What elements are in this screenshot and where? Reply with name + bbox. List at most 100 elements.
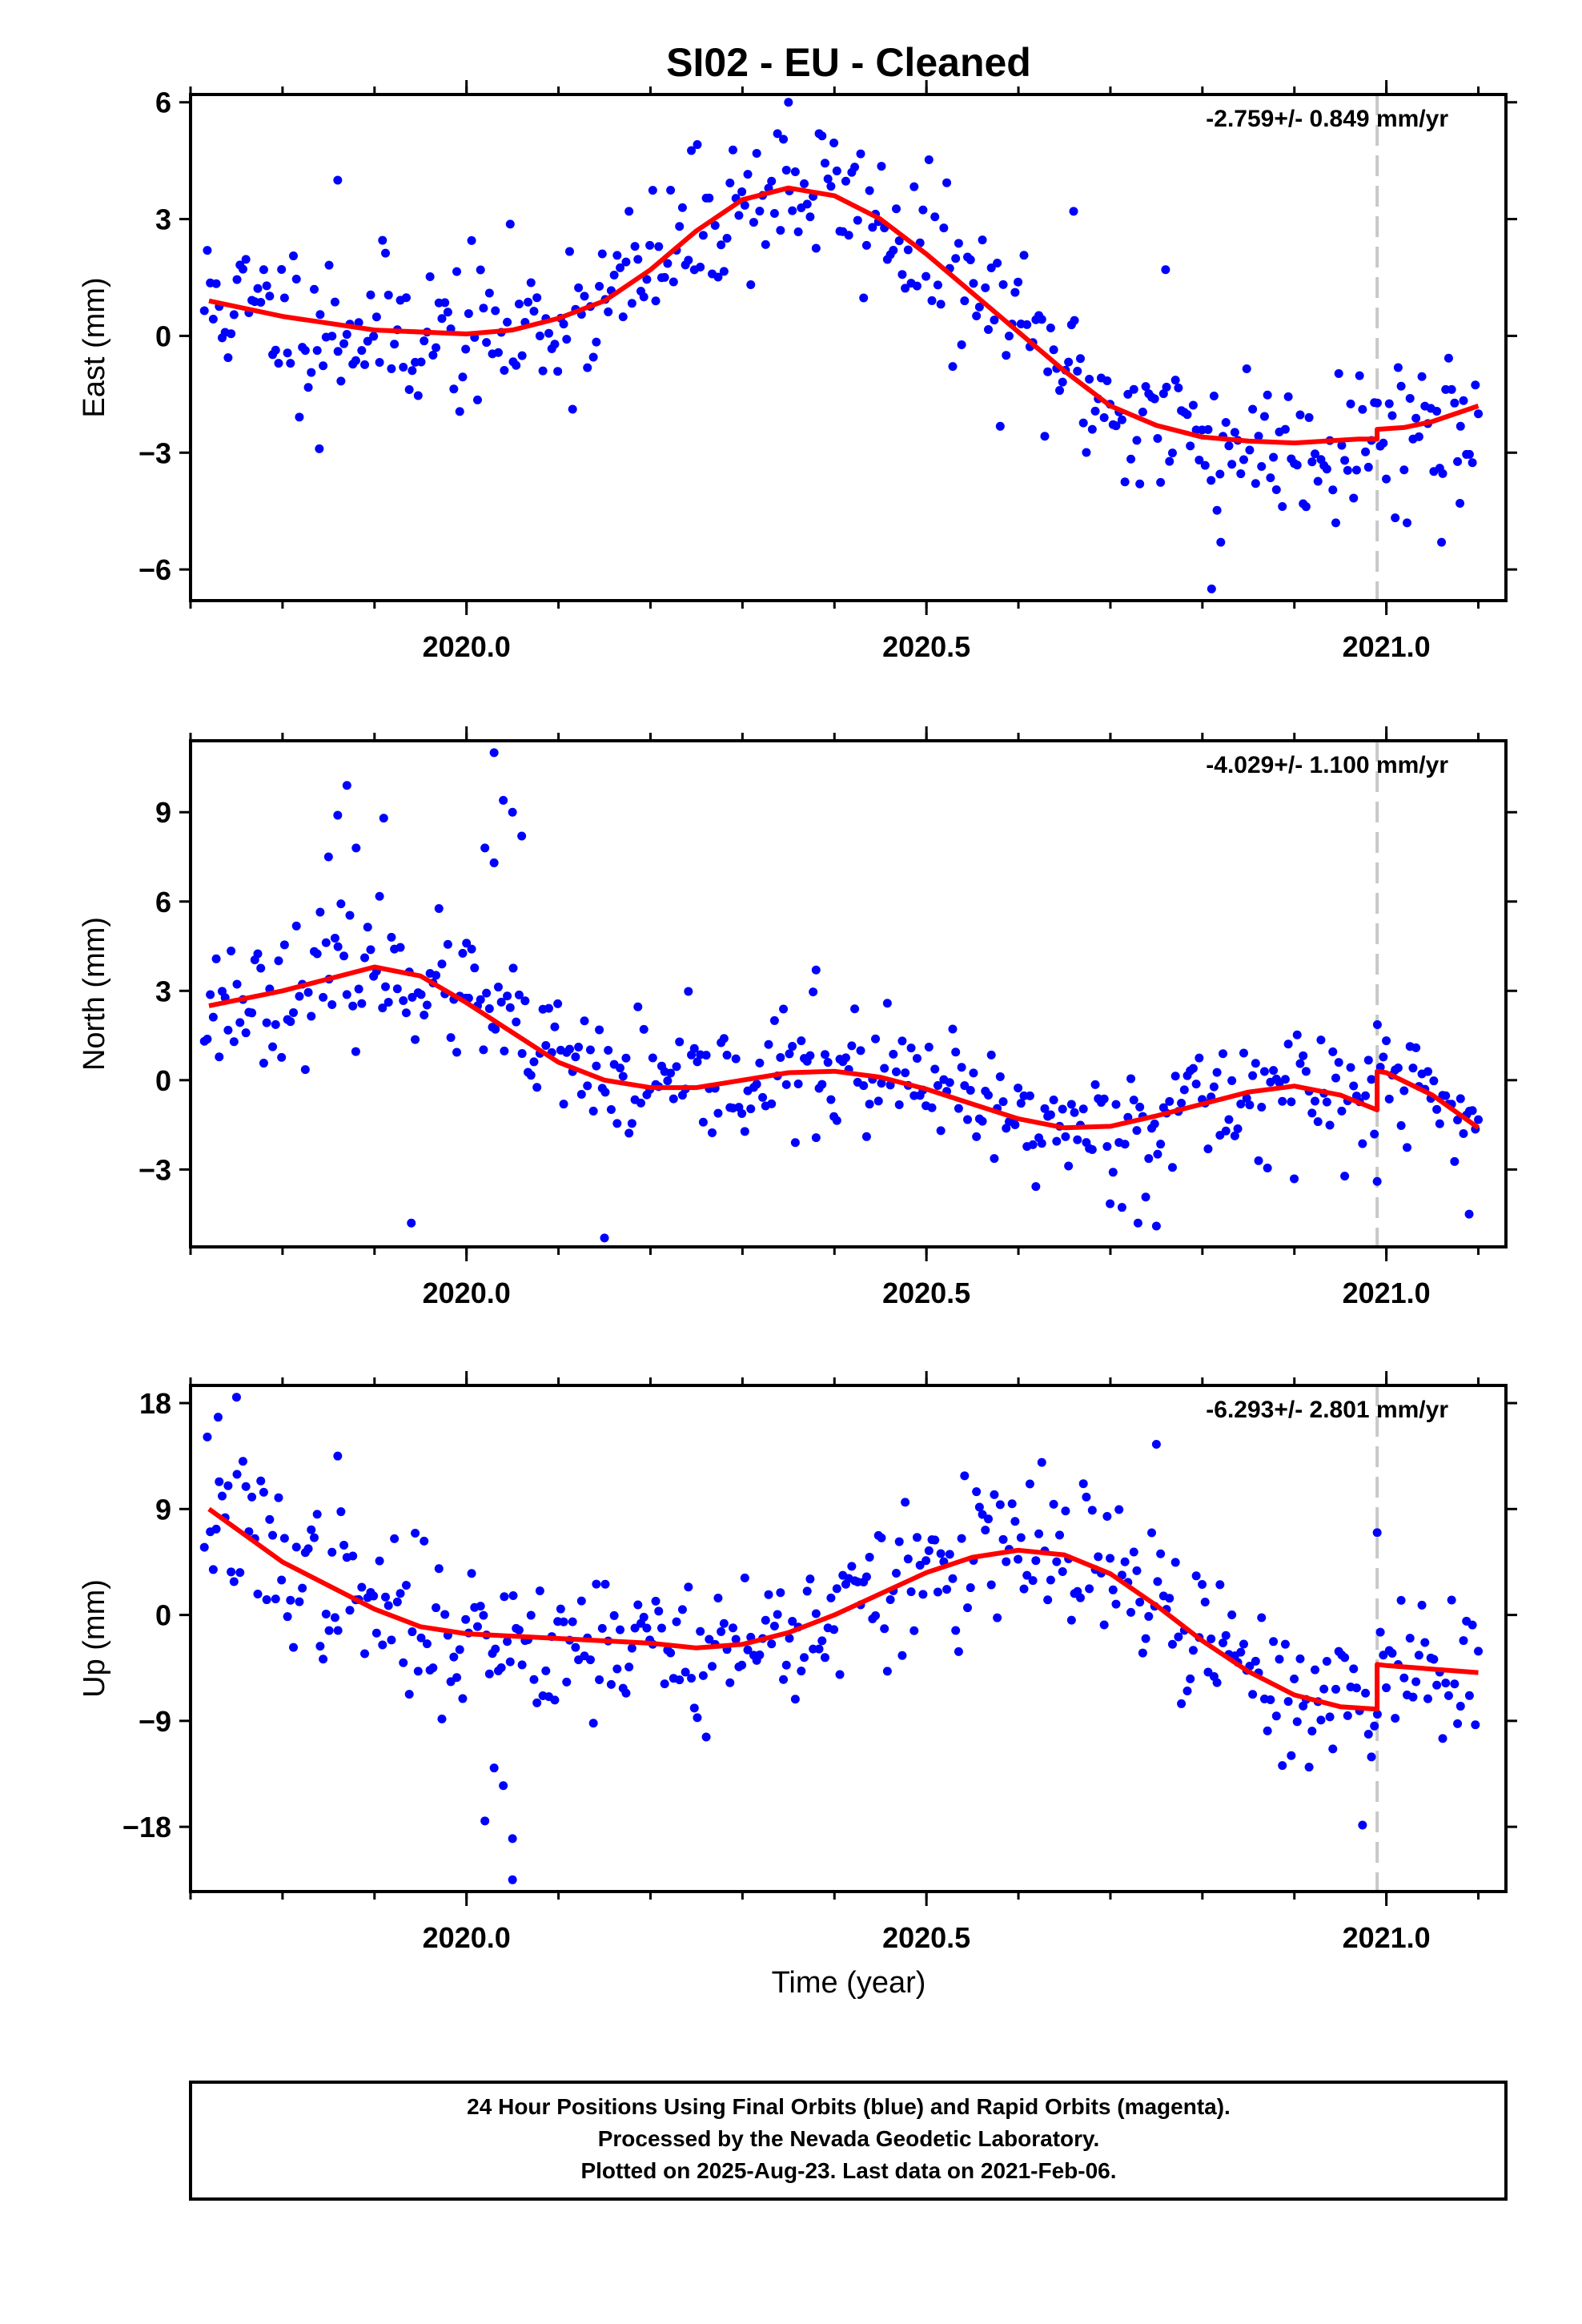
data-point bbox=[811, 1609, 821, 1618]
data-point bbox=[1349, 493, 1359, 503]
data-point bbox=[1367, 1075, 1376, 1084]
data-point bbox=[381, 248, 391, 258]
data-point bbox=[696, 1626, 705, 1636]
data-point bbox=[422, 1000, 432, 1010]
data-point bbox=[612, 1119, 622, 1128]
data-point bbox=[227, 1567, 236, 1577]
data-point bbox=[1191, 1080, 1201, 1089]
data-point bbox=[779, 135, 789, 144]
data-point bbox=[624, 1128, 634, 1138]
data-point bbox=[868, 223, 877, 232]
data-point bbox=[1144, 1154, 1154, 1164]
data-point bbox=[1040, 432, 1050, 441]
data-point bbox=[1432, 1680, 1442, 1690]
data-point bbox=[701, 1732, 711, 1742]
data-point bbox=[800, 179, 809, 188]
data-point bbox=[416, 990, 426, 999]
y-tick-label: 18 bbox=[139, 1387, 171, 1420]
data-point bbox=[1254, 1156, 1263, 1165]
data-point bbox=[315, 444, 324, 453]
data-point bbox=[517, 351, 527, 360]
data-point bbox=[1429, 1655, 1439, 1664]
data-point bbox=[571, 1052, 580, 1062]
data-point bbox=[1167, 448, 1177, 458]
data-point bbox=[882, 999, 892, 1008]
data-point bbox=[434, 904, 444, 914]
data-point bbox=[960, 296, 970, 306]
data-point bbox=[998, 279, 1008, 289]
y-axis-label: North (mm) bbox=[78, 917, 111, 1071]
data-point bbox=[1319, 1684, 1329, 1694]
data-point bbox=[505, 1657, 515, 1667]
data-point bbox=[1066, 1100, 1076, 1109]
data-point bbox=[933, 1080, 942, 1090]
data-point bbox=[832, 1584, 841, 1594]
data-point bbox=[503, 1637, 512, 1647]
data-point bbox=[1019, 1584, 1029, 1594]
data-point bbox=[983, 1514, 993, 1524]
data-point bbox=[1322, 464, 1331, 474]
data-point bbox=[351, 843, 361, 853]
data-point bbox=[479, 1610, 488, 1620]
data-point bbox=[211, 1524, 221, 1534]
data-point bbox=[873, 1096, 883, 1106]
data-point bbox=[1120, 1557, 1130, 1566]
data-point bbox=[966, 1085, 975, 1095]
data-point bbox=[951, 1047, 961, 1057]
data-point bbox=[894, 1100, 904, 1109]
data-point bbox=[829, 1625, 839, 1634]
data-point bbox=[612, 251, 622, 260]
y-tick-label: 0 bbox=[155, 320, 171, 352]
data-point bbox=[749, 218, 758, 227]
data-point bbox=[731, 1634, 741, 1644]
data-point bbox=[592, 1061, 601, 1071]
data-point bbox=[1040, 1104, 1050, 1113]
data-point bbox=[606, 1679, 616, 1689]
data-point bbox=[752, 1080, 761, 1089]
data-point bbox=[1370, 1721, 1379, 1731]
data-point bbox=[1311, 1665, 1320, 1675]
data-point bbox=[945, 1550, 954, 1559]
data-point bbox=[203, 1432, 212, 1441]
data-point bbox=[443, 308, 452, 317]
data-point bbox=[227, 329, 236, 339]
data-point bbox=[1259, 1067, 1269, 1076]
data-point bbox=[880, 1624, 889, 1634]
data-point bbox=[535, 1586, 544, 1595]
data-point bbox=[918, 205, 928, 215]
data-point bbox=[279, 940, 289, 950]
data-point bbox=[693, 1713, 702, 1723]
data-point bbox=[915, 1560, 925, 1570]
data-point bbox=[811, 965, 821, 975]
data-point bbox=[416, 357, 426, 367]
data-point bbox=[399, 362, 408, 372]
data-point bbox=[672, 1617, 681, 1626]
data-point bbox=[1411, 413, 1421, 423]
data-point bbox=[408, 1627, 417, 1637]
data-point bbox=[283, 348, 292, 358]
data-point bbox=[1177, 1699, 1186, 1708]
data-point bbox=[1233, 1124, 1243, 1134]
data-point bbox=[333, 1451, 343, 1461]
data-point bbox=[1387, 1648, 1397, 1658]
data-point bbox=[550, 1695, 560, 1705]
data-point bbox=[1292, 1030, 1302, 1039]
data-point bbox=[1453, 456, 1463, 466]
data-point bbox=[1141, 1634, 1150, 1643]
data-point bbox=[484, 288, 494, 298]
data-point bbox=[767, 1099, 777, 1108]
data-point bbox=[1432, 406, 1442, 416]
data-point bbox=[484, 1004, 494, 1014]
data-point bbox=[1031, 1182, 1041, 1192]
data-point bbox=[1311, 449, 1320, 459]
data-point bbox=[215, 1477, 224, 1486]
data-point bbox=[892, 1569, 901, 1578]
data-point bbox=[1200, 460, 1210, 470]
data-point bbox=[1049, 345, 1058, 355]
data-point bbox=[737, 1108, 747, 1118]
data-point bbox=[1132, 436, 1142, 445]
data-point bbox=[381, 1592, 391, 1602]
data-point bbox=[1334, 368, 1343, 378]
data-point bbox=[972, 312, 982, 321]
data-point bbox=[1153, 1149, 1162, 1159]
